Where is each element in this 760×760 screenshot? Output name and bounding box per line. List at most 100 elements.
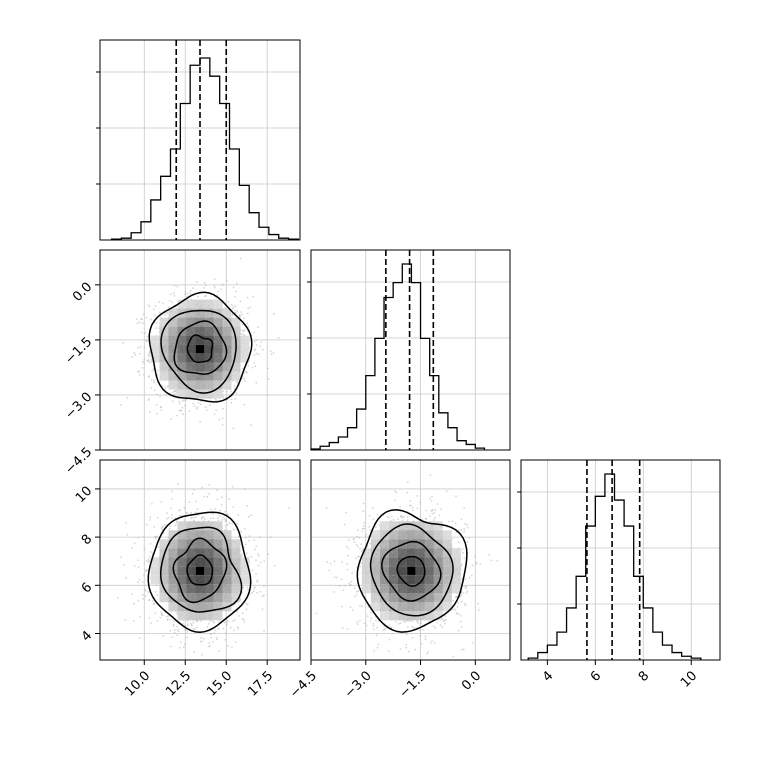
scatter-point	[236, 626, 239, 628]
scatter-point	[222, 407, 224, 410]
scatter-point	[273, 564, 276, 567]
density-cell	[195, 593, 205, 603]
histogram-step	[310, 263, 486, 450]
scatter-point	[425, 517, 427, 520]
scatter-point	[156, 594, 159, 596]
scatter-point	[195, 511, 197, 514]
scatter-point	[244, 528, 246, 530]
scatter-point	[201, 516, 203, 519]
scatter-point	[173, 631, 176, 634]
scatter-point	[172, 623, 175, 626]
density-cell	[195, 548, 205, 558]
scatter-point	[216, 294, 219, 297]
scatter-point	[419, 501, 422, 504]
density-cell	[213, 299, 223, 309]
scatter-point	[203, 281, 206, 284]
scatter-point	[399, 648, 402, 650]
density-cell	[186, 308, 196, 318]
scatter-point	[172, 391, 175, 394]
scatter-point	[153, 389, 156, 392]
contour-line	[159, 526, 243, 613]
scatter-point	[156, 369, 159, 372]
scatter-point	[488, 553, 490, 556]
scatter-point	[432, 625, 435, 627]
scatter-point	[411, 506, 414, 509]
density-cell	[222, 326, 232, 336]
scatter-point	[193, 650, 196, 653]
scatter-point	[125, 522, 127, 524]
scatter-point	[445, 618, 447, 621]
scatter-point	[270, 353, 273, 355]
density-peak	[196, 345, 204, 354]
scatter-point	[120, 556, 122, 559]
scatter-point	[237, 513, 240, 516]
scatter-point	[406, 633, 408, 635]
scatter-point	[202, 516, 205, 519]
scatter-point	[458, 529, 460, 532]
density-cell	[222, 575, 232, 585]
scatter-point	[155, 584, 158, 587]
density-cell	[168, 326, 178, 336]
density-cell	[186, 362, 196, 372]
scatter-point	[175, 521, 178, 524]
scatter-point	[181, 406, 184, 409]
density-cell	[150, 575, 160, 585]
scatter-point	[133, 602, 135, 605]
scatter-point	[214, 508, 217, 510]
scatter-point	[165, 394, 168, 397]
scatter-point	[260, 341, 263, 343]
scatter-point	[365, 533, 367, 536]
scatter-point	[171, 636, 174, 638]
scatter-point	[174, 629, 176, 631]
scatter-point	[222, 283, 224, 286]
scatter-point	[259, 590, 262, 593]
density-cell	[195, 602, 205, 612]
density-cell	[168, 575, 178, 585]
scatter-point	[126, 396, 129, 399]
scatter-point	[170, 498, 173, 500]
scatter-point	[185, 512, 188, 514]
scatter-point	[177, 630, 180, 633]
density-cell	[177, 566, 187, 576]
scatter-point	[369, 612, 372, 614]
scatter-point	[138, 579, 141, 581]
scatter-point	[246, 312, 249, 315]
scatter-point	[182, 413, 184, 416]
density-cell	[195, 521, 205, 531]
scatter-point	[368, 526, 371, 528]
scatter-point	[219, 509, 221, 512]
scatter-point	[468, 537, 470, 539]
scatter-point	[169, 392, 172, 395]
scatter-point	[344, 584, 346, 587]
scatter-point	[155, 322, 158, 324]
scatter-point	[473, 555, 476, 558]
scatter-point	[156, 412, 159, 415]
scatter-point	[376, 646, 379, 649]
scatter-point	[152, 368, 155, 371]
scatter-point	[239, 257, 242, 260]
scatter-point	[213, 284, 216, 287]
density-cell	[204, 380, 214, 390]
scatter-point	[218, 418, 221, 421]
scatter-point	[175, 390, 178, 393]
density-cell	[186, 521, 196, 531]
scatter-point	[459, 620, 462, 623]
histogram-step	[110, 57, 300, 240]
scatter-point	[245, 602, 248, 605]
scatter-point	[171, 490, 174, 493]
scatter-point	[147, 591, 150, 594]
scatter-point	[246, 322, 249, 325]
scatter-point	[144, 332, 147, 334]
scatter-point	[477, 609, 480, 611]
scatter-point	[465, 587, 468, 590]
scatter-point	[222, 627, 225, 630]
scatter-point	[241, 553, 243, 556]
density-cell	[186, 584, 196, 594]
scatter-point	[141, 593, 144, 596]
scatter-point	[444, 622, 446, 625]
scatter-point	[154, 305, 157, 307]
scatter-point	[224, 621, 226, 624]
scatter-point	[231, 307, 234, 310]
scatter-point	[360, 543, 362, 545]
scatter-point	[406, 481, 409, 484]
